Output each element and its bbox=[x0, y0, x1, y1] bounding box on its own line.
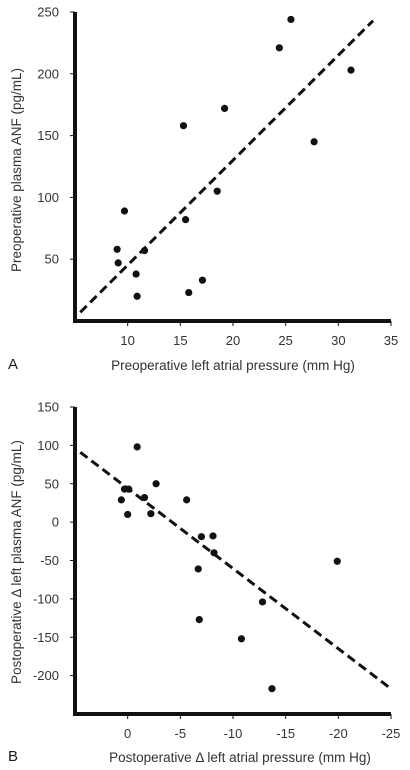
x-tick-label: 20 bbox=[226, 333, 240, 348]
x-tick-label: 0 bbox=[124, 726, 131, 741]
data-point bbox=[275, 44, 283, 52]
data-point bbox=[140, 246, 149, 255]
data-point bbox=[179, 122, 188, 130]
panel-a-points bbox=[113, 15, 355, 300]
y-tick-label: -100 bbox=[33, 591, 59, 606]
data-point bbox=[133, 292, 141, 300]
data-point bbox=[152, 480, 160, 488]
data-point bbox=[133, 443, 141, 451]
panel-a: 50 100 150 200 250 10 15 20 25 30 35 Preoperative… bbox=[8, 5, 398, 374]
data-point bbox=[120, 207, 129, 215]
data-point bbox=[185, 288, 193, 297]
y-tick-label: -50 bbox=[40, 553, 59, 568]
y-tick-label: 150 bbox=[37, 400, 59, 415]
x-tick-label: 10 bbox=[120, 333, 134, 348]
panel-b-x-ticks: 0 -5 -10 -15 -20 -25 bbox=[124, 714, 400, 741]
panel-a-x-axis-label: Preoperative left atrial pressure (mm Hg… bbox=[111, 358, 355, 373]
panel-a-x-ticks: 10 15 20 25 30 35 bbox=[120, 321, 398, 348]
y-tick-label: 150 bbox=[37, 128, 59, 143]
y-tick-label: 50 bbox=[45, 476, 59, 491]
y-tick-label: 100 bbox=[37, 438, 59, 453]
x-tick-label: -20 bbox=[329, 726, 348, 741]
data-point bbox=[198, 276, 207, 284]
panel-b-x-axis-label: Postoperative Δ left atrial pressure (mm… bbox=[109, 750, 371, 765]
panel-b: 150 100 50 0 -50 -100 -150 -200 0 -5 -10 -15 -20 -25… bbox=[8, 400, 400, 766]
data-point bbox=[195, 615, 203, 624]
y-tick-label: 100 bbox=[37, 190, 59, 205]
trendline bbox=[79, 451, 390, 689]
panel-b-trendline-group bbox=[79, 451, 390, 689]
data-point bbox=[333, 557, 341, 565]
x-tick-label: 35 bbox=[384, 333, 398, 348]
x-tick-label: 15 bbox=[173, 333, 187, 348]
data-point bbox=[220, 104, 229, 113]
data-point bbox=[197, 533, 205, 541]
x-tick-label: -10 bbox=[224, 726, 243, 741]
data-point bbox=[117, 496, 125, 504]
panel-a-y-ticks: 50 100 150 200 250 bbox=[37, 5, 75, 267]
data-point bbox=[132, 270, 140, 278]
data-point bbox=[347, 66, 355, 74]
y-tick-label: -200 bbox=[33, 668, 59, 683]
data-point bbox=[147, 510, 155, 518]
panel-b-y-axis-label: Postoperative Δ left plasma ANF (pg/mL) bbox=[9, 440, 24, 684]
data-point bbox=[209, 532, 217, 540]
data-point bbox=[140, 493, 149, 502]
data-point bbox=[237, 635, 246, 643]
x-tick-label: -5 bbox=[175, 726, 187, 741]
x-tick-label: 25 bbox=[278, 333, 292, 348]
x-tick-label: -15 bbox=[276, 726, 295, 741]
data-point bbox=[268, 685, 276, 693]
data-point bbox=[182, 216, 190, 224]
x-tick-label: 30 bbox=[331, 333, 345, 348]
trendline bbox=[79, 19, 375, 314]
y-tick-label: 50 bbox=[45, 252, 59, 267]
y-tick-label: 200 bbox=[37, 66, 59, 81]
y-tick-label: -150 bbox=[33, 630, 59, 645]
panel-a-label: A bbox=[8, 356, 18, 373]
data-point bbox=[210, 549, 218, 557]
panel-b-label: B bbox=[8, 748, 18, 765]
data-point bbox=[213, 187, 221, 195]
y-tick-label: 250 bbox=[37, 5, 59, 20]
x-tick-label: -25 bbox=[382, 726, 401, 741]
data-point bbox=[194, 565, 202, 573]
panel-a-y-axis-label: Preoperative plasma ANF (pg/mL) bbox=[9, 68, 24, 272]
data-point bbox=[124, 510, 132, 519]
data-point bbox=[258, 598, 267, 606]
data-point bbox=[287, 15, 295, 24]
panel-b-points bbox=[117, 443, 341, 693]
panel-b-y-ticks: 150 100 50 0 -50 -100 -150 -200 bbox=[33, 400, 75, 683]
data-point bbox=[113, 245, 121, 253]
data-point bbox=[310, 138, 318, 146]
panel-a-trendline-group bbox=[79, 19, 375, 314]
data-point bbox=[125, 485, 133, 493]
data-point bbox=[114, 259, 122, 267]
data-point bbox=[183, 496, 191, 504]
y-tick-label: 0 bbox=[52, 515, 59, 530]
